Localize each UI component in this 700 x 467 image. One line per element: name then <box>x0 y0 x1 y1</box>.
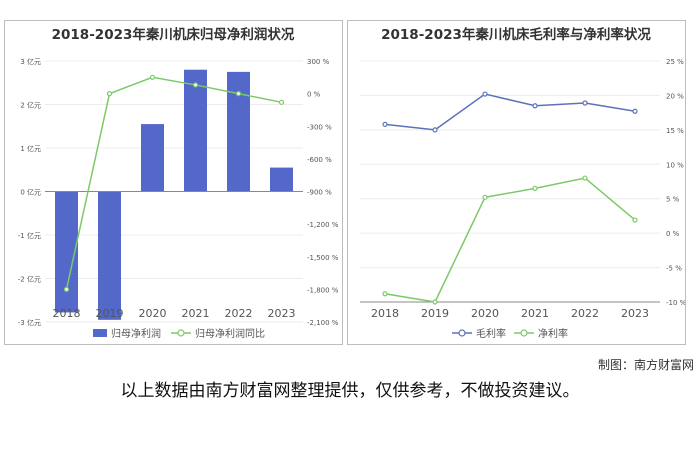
bar-2021 <box>184 69 207 192</box>
legend-label-net: 净利率 <box>538 327 568 340</box>
point-gross-2018 <box>382 121 388 127</box>
y-left-tick-label: 0 亿元 <box>20 188 41 197</box>
right-chart-panel: 2018-2023年秦川机床毛利率与净利率状况 25 % 20 % 15 % 10 % 5… <box>347 20 686 345</box>
y-right-tick-label: -1,800 % <box>307 286 339 294</box>
point-gross-2020 <box>482 91 488 97</box>
chart-title: 2018-2023年秦川机床毛利率与净利率状况 <box>381 26 651 43</box>
bar-2019 <box>98 191 121 320</box>
legend-marker-line <box>177 329 185 337</box>
x-tick-label: 2021 <box>521 307 549 320</box>
point-net-2022 <box>582 175 588 181</box>
legend-swatch-bar <box>93 329 107 337</box>
left-chart-panel: 2018-2023年秦川机床归母净利润状况 3 亿元 2 亿元 1 亿元 0 亿元 -1 … <box>4 20 343 345</box>
y-right-tick-label: -900 % <box>307 189 332 197</box>
x-tick-label: 2023 <box>621 307 649 320</box>
bar-2023 <box>270 167 293 192</box>
right-chart-svg: 2018-2023年秦川机床毛利率与净利率状况 25 % 20 % 15 % 10 % 5… <box>360 26 685 340</box>
y-left-tick-label: 3 亿元 <box>20 57 41 66</box>
point-yoy-2022 <box>235 91 242 97</box>
x-tick-label: 2021 <box>182 307 210 320</box>
point-net-2019 <box>432 299 438 305</box>
y-right-tick-label: 25 % <box>666 58 684 66</box>
y-right-tick-label: -600 % <box>307 156 332 164</box>
point-yoy-2019 <box>106 91 113 97</box>
x-tick-label: 2018 <box>371 307 399 320</box>
chart-title: 2018-2023年秦川机床归母净利润状况 <box>52 26 295 43</box>
point-gross-2021 <box>532 103 538 109</box>
y-left-tick-label: -1 亿元 <box>18 231 41 240</box>
bar-2018 <box>55 191 78 313</box>
bar-2022 <box>227 71 250 192</box>
y-left-tick-label: -3 亿元 <box>18 318 41 327</box>
legend-marker-gross <box>458 329 466 337</box>
y-left-tick-label: -2 亿元 <box>18 275 41 284</box>
y-right-tick-label: 0 % <box>307 91 321 99</box>
x-tick-label: 2023 <box>268 307 296 320</box>
legend-label-bar: 归母净利润 <box>111 327 161 340</box>
x-tick-label: 2019 <box>421 307 449 320</box>
y-right-tick-label: 20 % <box>666 92 684 100</box>
disclaimer-note: 以上数据由南方财富网整理提供，仅供参考，不做投资建议。 <box>120 381 580 401</box>
point-net-2023 <box>632 217 638 223</box>
point-net-2021 <box>532 185 538 191</box>
y-right-tick-label: 15 % <box>666 127 684 135</box>
line-series-net-margin <box>384 177 636 303</box>
x-tick-label: 2020 <box>139 307 167 320</box>
legend-marker-net <box>520 329 528 337</box>
line-series-yoy <box>65 76 282 290</box>
point-net-2018 <box>382 291 388 297</box>
y-left-tick-label: 1 亿元 <box>20 144 41 153</box>
x-tick-label: 2020 <box>471 307 499 320</box>
point-gross-2023 <box>632 108 638 114</box>
point-gross-2022 <box>582 100 588 106</box>
y-right-tick-label: -1,500 % <box>307 254 339 262</box>
point-gross-2019 <box>432 127 438 133</box>
left-chart-svg: 2018-2023年秦川机床归母净利润状况 3 亿元 2 亿元 1 亿元 0 亿元 -1 … <box>18 26 339 340</box>
y-right-tick-label: -2,100 % <box>307 319 339 327</box>
x-tick-label: 2022 <box>225 307 253 320</box>
point-yoy-2023 <box>278 99 285 105</box>
y-right-tick-label: -300 % <box>307 123 332 131</box>
legend-label-line: 归母净利润同比 <box>195 327 265 340</box>
y-right-tick-label: 300 % <box>307 58 330 66</box>
x-tick-label: 2018 <box>53 307 81 320</box>
y-right-tick-label: 5 % <box>666 196 680 204</box>
x-tick-label: 2022 <box>571 307 599 320</box>
chart-credit: 制图：南方财富网 <box>597 358 694 372</box>
point-yoy-2021 <box>192 82 199 88</box>
y-left-tick-label: 2 亿元 <box>20 101 41 110</box>
legend-label-gross: 毛利率 <box>476 327 506 340</box>
y-right-tick-label: 0 % <box>666 230 680 238</box>
x-tick-label: 2019 <box>96 307 124 320</box>
y-right-tick-label: -10 % <box>666 299 685 307</box>
point-yoy-2018 <box>63 286 70 292</box>
point-net-2020 <box>482 194 488 200</box>
y-right-tick-label: -5 % <box>666 265 682 273</box>
line-series-gross-margin <box>384 93 636 131</box>
bar-2020 <box>141 124 164 192</box>
y-right-tick-label: 10 % <box>666 161 684 169</box>
point-yoy-2020 <box>149 74 156 80</box>
y-right-tick-label: -1,200 % <box>307 221 339 229</box>
